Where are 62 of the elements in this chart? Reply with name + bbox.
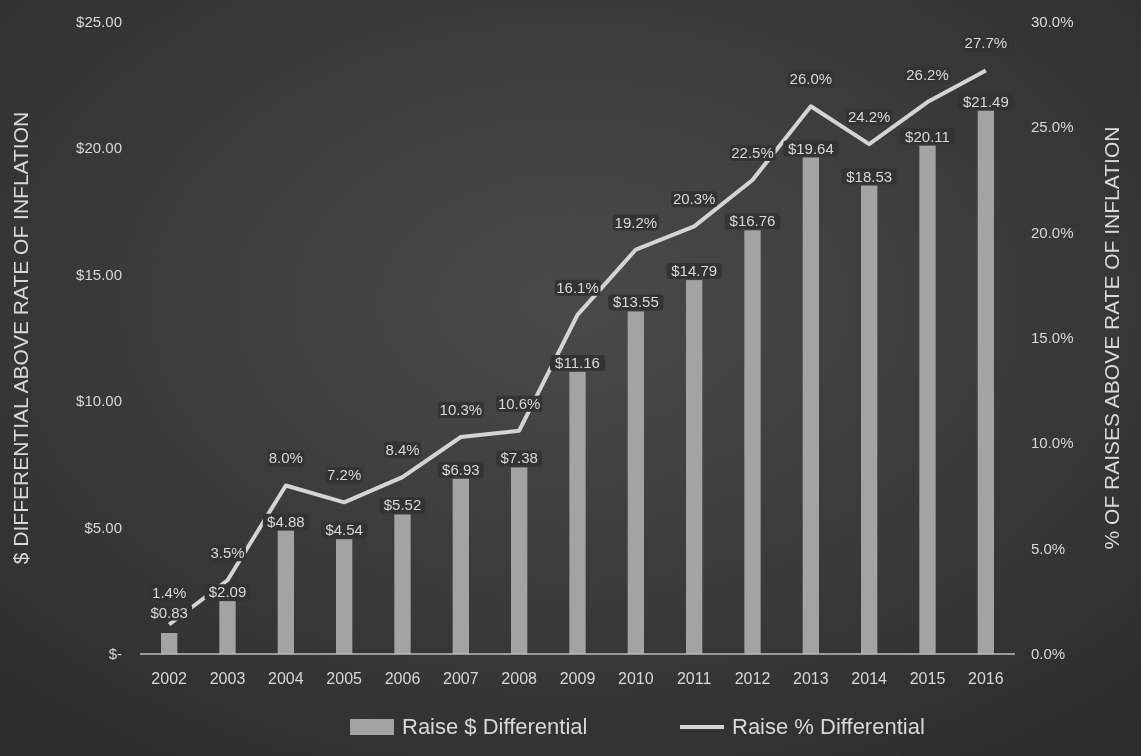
y2-tick-label: 25.0% xyxy=(1031,118,1074,136)
data-label: $13.55 xyxy=(612,293,659,311)
y-tick-label: $5.00 xyxy=(84,518,122,536)
data-label: 20.3% xyxy=(672,190,716,208)
y-tick-label: $25.00 xyxy=(76,13,122,30)
x-tick-label: 2009 xyxy=(559,670,596,687)
data-label: 16.1% xyxy=(556,278,599,296)
data-label: 10.3% xyxy=(439,401,483,419)
y-axis-title: $ DIFFERENTIAL ABOVE RATE OF INFLATION xyxy=(9,111,32,565)
y-tick-label: $- xyxy=(108,645,122,662)
data-label: $14.79 xyxy=(671,262,718,280)
legend-label: Raise % Differential xyxy=(732,714,925,739)
data-label: 26.0% xyxy=(789,70,833,88)
x-tick-label: 2006 xyxy=(384,670,421,687)
data-label: $20.11 xyxy=(905,127,950,145)
x-tick-label: 2011 xyxy=(676,670,712,687)
data-label: $2.09 xyxy=(208,583,247,601)
data-label: 8.4% xyxy=(385,441,420,459)
data-label: 24.2% xyxy=(847,108,891,126)
x-tick-label: 2003 xyxy=(209,670,246,687)
data-label: 22.5% xyxy=(731,144,774,161)
x-tick-label: 2016 xyxy=(968,670,1004,687)
x-tick-label: 2013 xyxy=(793,670,829,687)
x-tick-label: 2004 xyxy=(268,670,304,687)
data-label: 7.2% xyxy=(327,466,362,484)
data-label: $4.88 xyxy=(267,512,305,530)
y2-tick-label: 30.0% xyxy=(1031,13,1074,30)
y2-tick-label: 20.0% xyxy=(1031,223,1074,241)
x-tick-label: 2008 xyxy=(501,670,538,687)
data-label: 3.5% xyxy=(210,544,245,562)
data-label: 26.2% xyxy=(906,66,949,84)
data-label: $21.49 xyxy=(962,92,1009,110)
data-label: $11.16 xyxy=(555,353,600,371)
y2-tick-label: 0.0% xyxy=(1031,645,1066,662)
x-tick-label: 2012 xyxy=(734,670,771,687)
data-label: $19.64 xyxy=(787,139,834,157)
data-label: $6.93 xyxy=(442,460,480,478)
x-tick-label: 2014 xyxy=(851,670,888,687)
y2-tick-label: 10.0% xyxy=(1031,434,1074,452)
data-label: $18.53 xyxy=(846,167,893,185)
data-label: 27.7% xyxy=(964,34,1008,52)
data-label: $0.83 xyxy=(150,603,188,621)
x-tick-label: 2010 xyxy=(618,670,654,687)
legend-label: Raise $ Differential xyxy=(402,714,588,739)
y2-tick-label: 5.0% xyxy=(1031,539,1066,557)
data-label: $5.52 xyxy=(383,496,422,514)
data-label: $4.54 xyxy=(325,521,363,539)
data-label: 10.6% xyxy=(497,394,541,412)
data-label: $16.76 xyxy=(729,212,776,230)
y-tick-label: $20.00 xyxy=(76,139,122,157)
x-tick-label: 2005 xyxy=(326,670,363,687)
data-label: 8.0% xyxy=(268,449,303,467)
x-tick-label: 2002 xyxy=(151,670,188,687)
data-label: 1.4% xyxy=(152,583,187,601)
x-tick-label: 2007 xyxy=(443,670,479,687)
y2-tick-label: 15.0% xyxy=(1031,329,1074,346)
y-tick-label: $10.00 xyxy=(76,392,122,410)
y-tick-label: $15.00 xyxy=(76,265,122,283)
data-label: 19.2% xyxy=(614,213,658,231)
x-tick-label: 2015 xyxy=(909,670,946,687)
y2-axis-title: % OF RAISES ABOVE RATE OF INFLATION xyxy=(1100,126,1123,550)
data-label: $7.38 xyxy=(500,449,538,467)
